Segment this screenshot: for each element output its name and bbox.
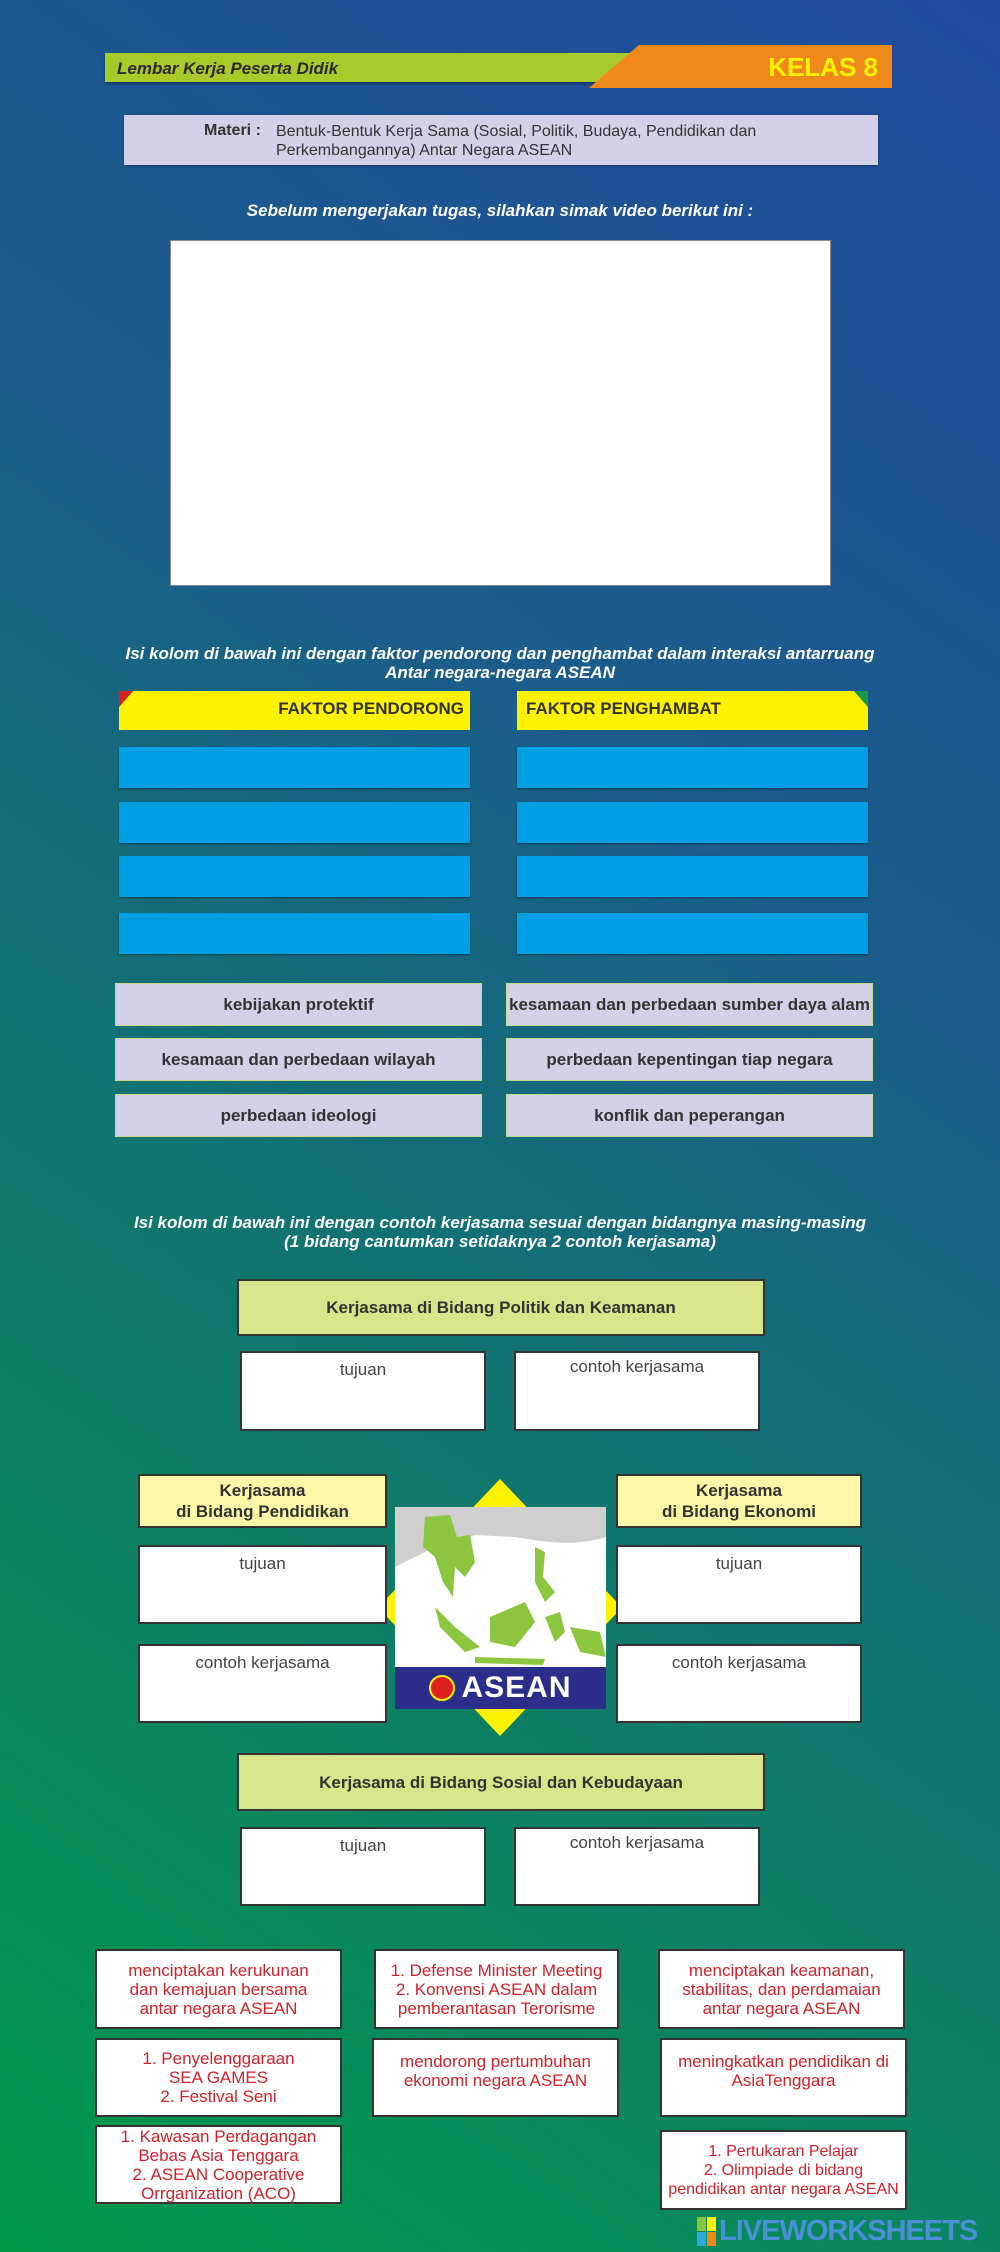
contoh-label: contoh kerjasama [569,1833,705,1852]
sosial-tujuan-drop[interactable]: tujuan [240,1827,486,1906]
southeast-asia-map-icon [395,1507,606,1665]
pendidikan-header-line2: di Bidang Pendidikan [176,1502,349,1521]
politik-tujuan-drop[interactable]: tujuan [240,1351,486,1431]
answer-card[interactable]: mendorong pertumbuhan ekonomi negara ASE… [372,2038,619,2117]
politik-contoh-drop[interactable]: contoh kerjasama [514,1351,760,1431]
pendorong-drop-1[interactable] [119,747,470,788]
ekonomi-contoh-drop[interactable]: contoh kerjasama [616,1644,862,1723]
pendidikan-contoh-drop[interactable]: contoh kerjasama [138,1644,387,1723]
faktor-instruction-2: Antar negara-negara ASEAN [385,663,615,682]
contoh-label: contoh kerjasama [195,1653,330,1672]
video-instruction: Sebelum mengerjakan tugas, silahkan sima… [246,201,754,220]
kerjasama-instruction-1: Isi kolom di bawah ini dengan contoh ker… [133,1213,867,1232]
ekonomi-tujuan-drop[interactable]: tujuan [616,1545,862,1624]
tujuan-label: tujuan [339,1360,387,1379]
contoh-label: contoh kerjasama [569,1357,705,1376]
pendorong-drop-2[interactable] [119,802,470,843]
answer-card[interactable]: menciptakan kerukunan dan kemajuan bersa… [95,1949,342,2029]
faktor-penghambat-header: FAKTOR PENGHAMBAT [517,691,868,730]
pendidikan-header-line1: Kerjasama [219,1481,306,1500]
politik-header: Kerjasama di Bidang Politik dan Keamanan [237,1279,765,1336]
option-card[interactable]: kesamaan dan perbedaan wilayah [115,1038,482,1081]
grade-banner: KELAS 8 [589,45,892,88]
faktor-pendorong-label: FAKTOR PENDORONG [278,699,464,718]
ekonomi-header-line1: Kerjasama [695,1481,782,1500]
tujuan-label: tujuan [239,1554,286,1573]
answer-card[interactable]: meningkatkan pendidikan di AsiaTenggara [660,2038,907,2117]
video-player[interactable] [170,240,831,586]
pendorong-drop-3[interactable] [119,856,470,897]
faktor-pendorong-header: FAKTOR PENDORONG [119,691,470,730]
liveworksheets-logo: LIVEWORKSHEETS [697,2213,1000,2249]
pendorong-drop-4[interactable] [119,913,470,954]
answer-card[interactable]: 1. Pertukaran Pelajar 2. Olimpiade di bi… [660,2130,907,2210]
answer-card[interactable]: menciptakan keamanan, stabilitas, dan pe… [658,1949,905,2029]
option-card[interactable]: konflik dan peperangan [506,1094,873,1137]
sosial-header: Kerjasama di Bidang Sosial dan Kebudayaa… [237,1753,765,1811]
worksheet-title: Lembar Kerja Peserta Didik [117,59,339,78]
penghambat-drop-2[interactable] [517,802,868,843]
option-card[interactable]: perbedaan ideologi [115,1094,482,1137]
asean-map: ASEAN [395,1507,606,1709]
option-card[interactable]: kesamaan dan perbedaan sumber daya alam [506,983,873,1026]
tujuan-label: tujuan [339,1836,387,1855]
grade-label: KELAS 8 [768,52,878,82]
worksheet-title-bar: Lembar Kerja Peserta Didik [105,53,645,82]
answer-card[interactable]: 1. Penyelenggaraan SEA GAMES 2. Festival… [95,2038,342,2117]
penghambat-drop-3[interactable] [517,856,868,897]
asean-emblem-icon [429,1675,456,1701]
watermark-text: LIVEWORKSHEETS [719,2214,978,2247]
contoh-label: contoh kerjasama [671,1653,807,1672]
ekonomi-header: Kerjasama di Bidang Ekonomi [616,1474,862,1528]
faktor-penghambat-label: FAKTOR PENGHAMBAT [526,699,721,718]
faktor-instruction-1: Isi kolom di bawah ini dengan faktor pen… [125,644,875,663]
ekonomi-header-line2: di Bidang Ekonomi [662,1502,816,1521]
option-card[interactable]: perbedaan kepentingan tiap negara [506,1038,873,1081]
penghambat-drop-1[interactable] [517,747,868,788]
asean-logo: ASEAN [395,1667,606,1709]
answer-card[interactable]: 1. Kawasan Perdagangan Bebas Asia Tengga… [95,2125,342,2204]
asean-logo-text: ASEAN [461,1671,572,1704]
sosial-contoh-drop[interactable]: contoh kerjasama [514,1827,760,1906]
materi-label: Materi : [204,122,261,139]
materi-text: Bentuk-Bentuk Kerja Sama (Sosial, Politi… [276,123,757,159]
pendidikan-header: Kerjasama di Bidang Pendidikan [138,1474,387,1528]
materi-box: Materi : Bentuk-Bentuk Kerja Sama (Sosia… [124,115,878,165]
pendidikan-tujuan-drop[interactable]: tujuan [138,1545,387,1624]
kerjasama-instruction-2: (1 bidang cantumkan setidaknya 2 contoh … [284,1232,716,1251]
option-card[interactable]: kebijakan protektif [115,983,482,1026]
penghambat-drop-4[interactable] [517,913,868,954]
answer-card[interactable]: 1. Defense Minister Meeting 2. Konvensi … [374,1949,619,2029]
tujuan-label: tujuan [715,1554,763,1573]
liveworksheets-icon [697,2216,716,2246]
